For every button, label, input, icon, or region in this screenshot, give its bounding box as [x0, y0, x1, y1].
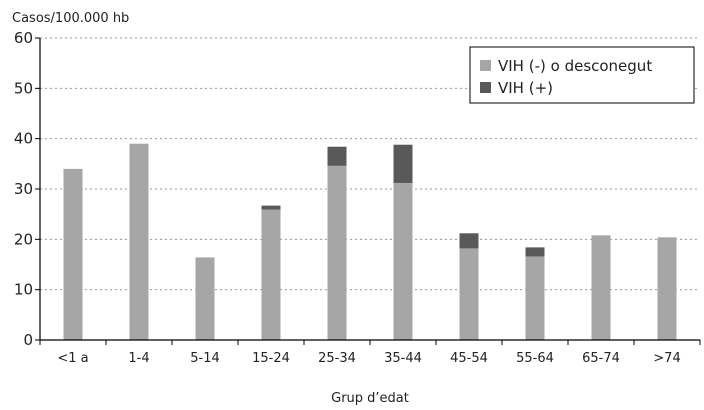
x-tick-label: 65-74 — [582, 351, 620, 366]
bar-hiv-positive-6 — [459, 233, 479, 249]
y-tick-label: 30 — [14, 180, 33, 198]
x-tick-label: 15-24 — [252, 351, 290, 366]
legend: VIH (-) o desconegut VIH (+) — [469, 46, 695, 104]
bar-hiv-positive-4 — [327, 146, 347, 166]
bar-hiv-positive-3 — [261, 205, 281, 210]
grid-layer — [40, 37, 700, 291]
bar-hiv-positive-5 — [393, 144, 413, 183]
y-ticks: 0 10 20 30 40 50 60 — [14, 29, 40, 349]
bar-hiv-positive-7 — [525, 247, 545, 257]
bar-hiv-negative-5 — [393, 182, 413, 340]
y-tick-label: 60 — [14, 29, 33, 47]
legend-swatch-hiv-positive — [480, 82, 491, 93]
bar-hiv-negative-0 — [63, 168, 83, 340]
y-tick-label: 50 — [14, 79, 33, 97]
bar-hiv-negative-3 — [261, 209, 281, 340]
x-tick-label: <1 a — [57, 351, 88, 366]
legend-box — [469, 46, 695, 104]
bar-hiv-negative-7 — [525, 256, 545, 340]
legend-label-hiv-negative: VIH (-) o desconegut — [498, 57, 652, 75]
bar-hiv-negative-2 — [195, 257, 215, 340]
y-tick-label: 20 — [14, 230, 33, 248]
x-axis-label: Grup d’edat — [331, 391, 409, 406]
y-axis-label: Casos/100.000 hb — [12, 11, 129, 26]
x-tick-label: 1-4 — [128, 351, 149, 366]
legend-swatch-hiv-negative — [480, 60, 491, 71]
bar-hiv-negative-8 — [591, 235, 611, 340]
y-tick-label: 0 — [23, 331, 33, 349]
y-tick-label: 40 — [14, 130, 33, 148]
x-tick-label: 35-44 — [384, 351, 422, 366]
x-tick-label: >74 — [653, 351, 680, 366]
x-tick-label: 45-54 — [450, 351, 488, 366]
x-ticks: <1 a 1-4 5-14 15-24 25-34 35-44 45-54 55-64 65-7… — [39, 340, 701, 366]
x-tick-label: 5-14 — [190, 351, 220, 366]
x-tick-label: 25-34 — [318, 351, 356, 366]
y-tick-label: 10 — [14, 281, 33, 299]
bars-layer — [63, 143, 677, 340]
bar-hiv-negative-6 — [459, 248, 479, 340]
bar-hiv-negative-9 — [657, 237, 677, 340]
x-tick-label: 55-64 — [516, 351, 554, 366]
bar-hiv-negative-4 — [327, 165, 347, 340]
bar-hiv-negative-1 — [129, 143, 149, 340]
legend-label-hiv-positive: VIH (+) — [498, 79, 553, 97]
